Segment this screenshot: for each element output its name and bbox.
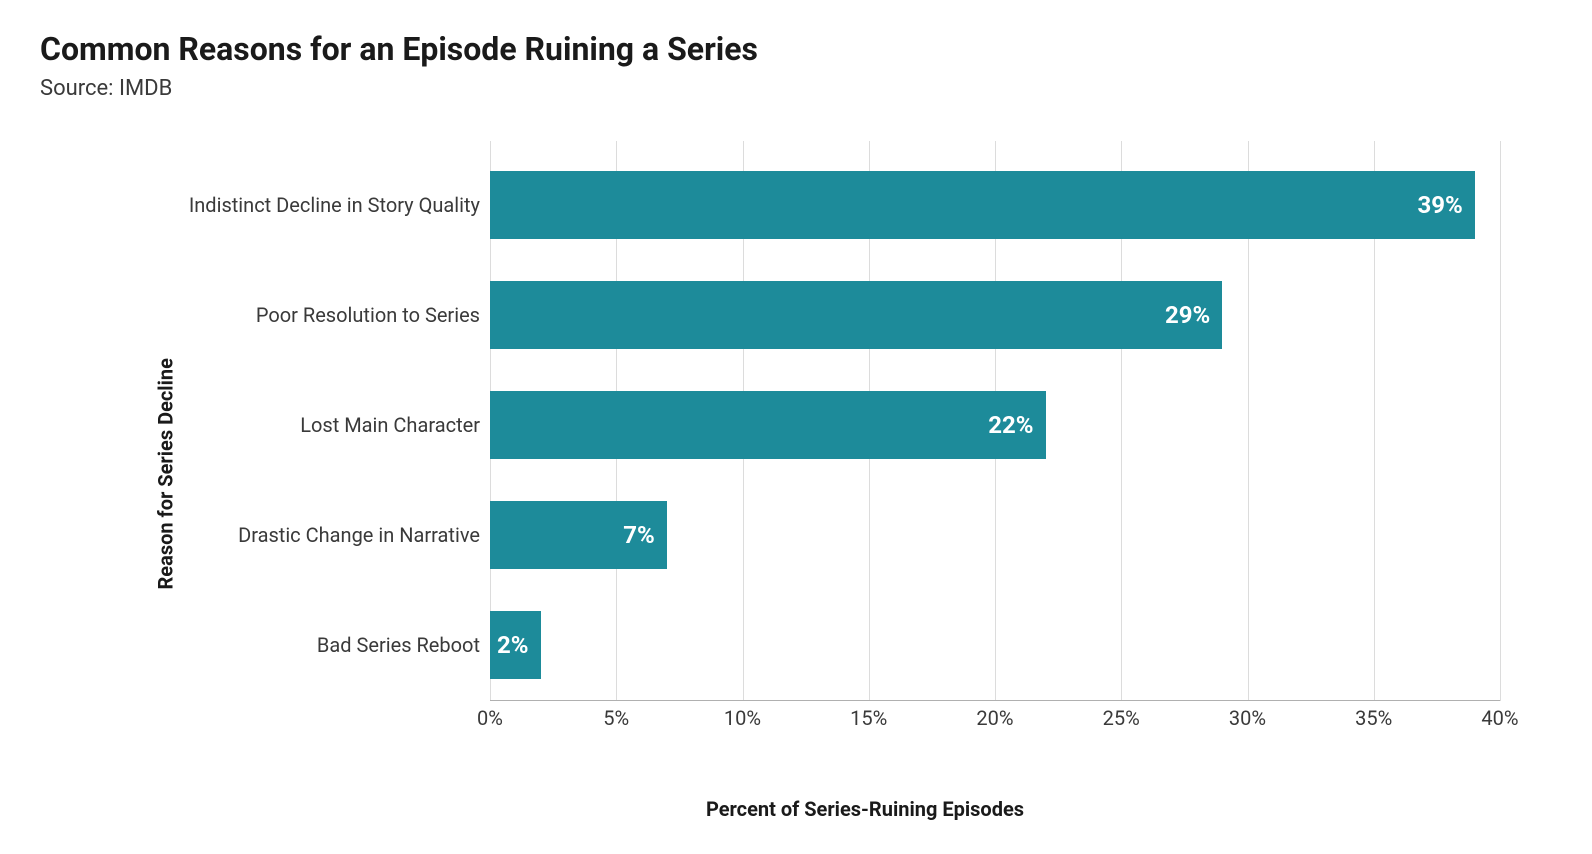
bar: 39% — [490, 171, 1475, 239]
x-tick-label: 10% — [724, 706, 761, 730]
x-axis-line — [490, 700, 1500, 701]
x-tick-label: 35% — [1355, 706, 1392, 730]
bar: 7% — [490, 501, 667, 569]
chart-subtitle: Source: IMDB — [40, 76, 1552, 101]
chart-container: Reason for Series Decline Percent of Ser… — [40, 141, 1540, 821]
chart-title: Common Reasons for an Episode Ruining a … — [40, 30, 1552, 68]
bar-value-label: 29% — [1165, 301, 1210, 329]
x-tick-label: 25% — [1103, 706, 1140, 730]
bar-value-label: 22% — [988, 411, 1033, 439]
x-tick-label: 20% — [976, 706, 1013, 730]
bar: 22% — [490, 391, 1046, 459]
plot-area: 39% 29% 22% 7% 2% — [490, 141, 1500, 701]
x-axis-title: Percent of Series-Ruining Episodes — [706, 797, 1024, 821]
x-tick-label: 30% — [1229, 706, 1266, 730]
bar-value-label: 7% — [623, 521, 655, 549]
x-tick-label: 0% — [477, 706, 503, 730]
y-category-label: Drastic Change in Narrative — [60, 523, 480, 547]
bar-value-label: 39% — [1417, 191, 1462, 219]
y-category-label: Lost Main Character — [60, 413, 480, 437]
bar: 29% — [490, 281, 1222, 349]
x-axis-tick-labels: 0%5%10%15%20%25%30%35%40% — [490, 706, 1500, 736]
x-tick-label: 15% — [850, 706, 887, 730]
x-tick-label: 5% — [603, 706, 629, 730]
bar: 2% — [490, 611, 541, 679]
y-category-label: Indistinct Decline in Story Quality — [60, 193, 480, 217]
x-tick-label: 40% — [1481, 706, 1518, 730]
y-category-label: Bad Series Reboot — [60, 633, 480, 657]
y-category-label: Poor Resolution to Series — [60, 303, 480, 327]
y-axis-labels: Indistinct Decline in Story Quality Poor … — [40, 141, 480, 701]
gridline — [1500, 141, 1501, 701]
bar-value-label: 2% — [497, 631, 529, 659]
